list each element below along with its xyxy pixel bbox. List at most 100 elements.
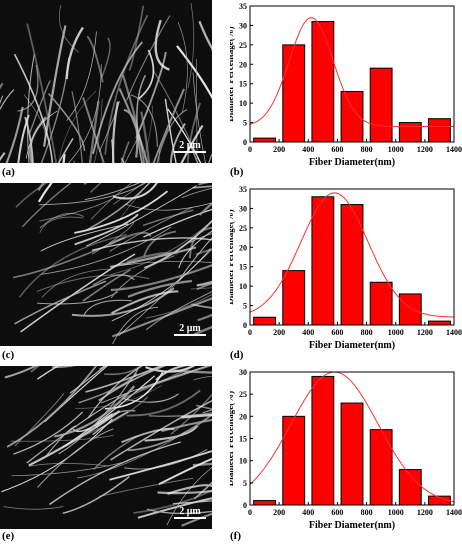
x-tick-label: 1000: [388, 328, 404, 337]
fiber-strand: [94, 436, 139, 470]
x-tick-label: 0: [248, 328, 252, 337]
scale-bar: 2 μm: [172, 323, 208, 336]
sem-image-a: 2 μm: [0, 0, 212, 163]
x-axis-label: Fiber Diameter(nm): [309, 157, 395, 168]
x-axis-label: Fiber Diameter(nm): [309, 340, 395, 351]
x-tick-label: 200: [273, 508, 285, 517]
fiber-strand: [16, 183, 88, 207]
fiber-strand: [74, 161, 112, 163]
histogram-bar: [254, 138, 276, 142]
y-tick-label: 25: [239, 41, 247, 50]
y-tick-label: 20: [239, 60, 247, 69]
x-axis-label: Fiber Diameter(nm): [309, 520, 395, 531]
fiber-strand: [0, 83, 3, 163]
y-tick-label: 15: [239, 80, 247, 89]
y-tick-label: 30: [239, 21, 247, 30]
panel-label-b: (b): [230, 166, 243, 178]
y-tick-label: 0: [243, 138, 247, 147]
fiber-strand: [63, 477, 130, 514]
x-tick-label: 0: [248, 508, 252, 517]
x-tick-label: 600: [331, 328, 343, 337]
histogram-bar: [370, 68, 392, 142]
y-tick-label: 20: [239, 243, 247, 252]
fiber-strand: [4, 507, 64, 510]
fiber-strand: [0, 153, 5, 163]
histogram-bar: [254, 317, 276, 325]
fiber-strand: [199, 21, 212, 64]
fiber-strand: [39, 183, 77, 202]
fiber-strand: [106, 142, 129, 164]
fiber-strand: [67, 28, 83, 80]
y-tick-label: 30: [239, 368, 247, 377]
x-tick-label: 1000: [388, 145, 404, 154]
scale-bar: 2 μm: [172, 140, 208, 153]
histogram-bar: [283, 416, 305, 505]
y-tick-label: 35: [239, 185, 247, 194]
sem-image-e: 2 μm: [0, 366, 212, 529]
histogram-bar: [429, 119, 451, 142]
histogram-bar: [283, 45, 305, 142]
fiber-strand: [125, 199, 212, 211]
fiber-strand: [199, 183, 213, 184]
scale-bar-text: 2 μm: [172, 140, 208, 151]
x-tick-label: 400: [302, 508, 314, 517]
x-tick-label: 600: [331, 508, 343, 517]
y-tick-label: 15: [239, 263, 247, 272]
x-tick-label: 200: [273, 145, 285, 154]
fiber-strand: [0, 90, 14, 163]
histogram-bar: [341, 403, 363, 505]
x-tick-label: 1400: [446, 328, 462, 337]
fiber-strand: [196, 243, 212, 255]
scale-bar: 2 μm: [172, 506, 208, 519]
y-tick-label: 0: [243, 501, 247, 510]
y-tick-label: 5: [243, 479, 247, 488]
scale-bar-text: 2 μm: [172, 323, 208, 334]
y-tick-label: 30: [239, 204, 247, 213]
fiber-network-image: [0, 0, 212, 163]
panel-label-f: (f): [230, 530, 241, 542]
sem-image-c: 2 μm: [0, 183, 212, 346]
x-tick-label: 800: [361, 328, 373, 337]
x-tick-label: 1000: [388, 508, 404, 517]
y-axis-label: Diameter Percentage(%): [230, 391, 235, 486]
fiber-strand: [113, 102, 122, 163]
y-axis-label: Diameter Percentage(%): [230, 26, 235, 121]
fiber-strand: [113, 183, 161, 199]
panel-label-d: (d): [230, 349, 243, 361]
fiber-network-image: [0, 183, 212, 346]
y-tick-label: 5: [243, 119, 247, 128]
x-tick-label: 1400: [446, 508, 462, 517]
fiber-strand: [139, 50, 154, 99]
histogram-bar: [370, 282, 392, 325]
histogram-bar: [312, 376, 334, 505]
panel-label-a: (a): [2, 166, 15, 178]
y-tick-label: 10: [239, 457, 247, 466]
histogram-bar: [254, 501, 276, 505]
y-tick-label: 15: [239, 435, 247, 444]
y-axis-label: Diameter Percentage(%): [230, 209, 235, 304]
fiber-strand: [18, 65, 38, 111]
fiber-strand: [41, 227, 170, 274]
x-tick-label: 1200: [417, 145, 433, 154]
x-tick-label: 400: [302, 328, 314, 337]
scale-bar-text: 2 μm: [172, 506, 208, 517]
fiber-strand: [197, 272, 212, 289]
y-tick-label: 35: [239, 2, 247, 11]
fiber-strand: [182, 183, 212, 198]
histogram-bar: [399, 294, 421, 325]
fiber-strand: [198, 268, 212, 321]
fiber-strand: [113, 183, 191, 204]
histogram-bar: [283, 271, 305, 325]
panel-label-c: (c): [2, 349, 14, 361]
y-tick-label: 25: [239, 224, 247, 233]
fiber-strand: [194, 375, 213, 380]
x-tick-label: 800: [361, 145, 373, 154]
histogram-bar: [312, 22, 334, 142]
x-tick-label: 200: [273, 328, 285, 337]
fiber-strand: [22, 183, 89, 227]
x-tick-label: 0: [248, 145, 252, 154]
y-tick-label: 25: [239, 390, 247, 399]
